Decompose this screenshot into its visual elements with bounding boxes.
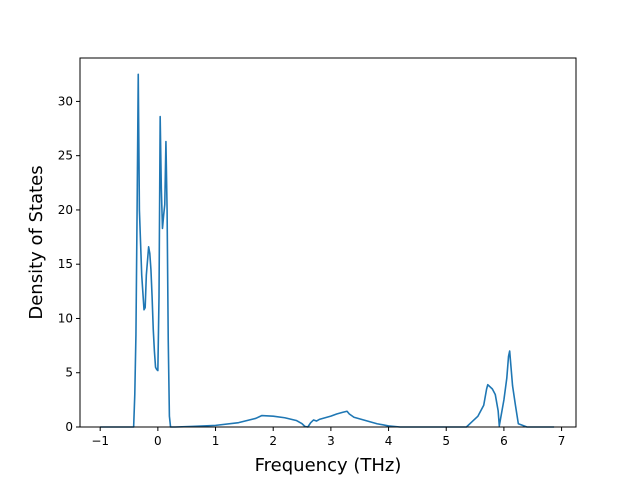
x-tick-label: 3	[327, 434, 335, 448]
plot-series-group	[100, 73, 555, 428]
y-tick-label: 5	[65, 366, 73, 380]
y-tick-label: 15	[58, 257, 73, 271]
x-tick-label: 7	[558, 434, 566, 448]
dos-series-line-0	[100, 73, 555, 428]
x-axis-ticks: −1 0 1 2 3 4 5 6 7	[91, 427, 565, 448]
x-tick-label: 0	[154, 434, 162, 448]
axes-frame	[79, 57, 577, 428]
y-tick-label: 20	[58, 203, 73, 217]
x-tick-label: 2	[269, 434, 277, 448]
x-tick-label: 1	[212, 434, 220, 448]
y-axis-label: Density of States	[26, 165, 47, 319]
x-tick-label: 4	[385, 434, 393, 448]
y-tick-label: 10	[58, 311, 73, 325]
y-tick-label: 30	[58, 94, 73, 108]
x-tick-label: 6	[500, 434, 508, 448]
x-tick-label: −1	[91, 434, 109, 448]
x-axis-label: Frequency (THz)	[255, 455, 402, 476]
x-tick-label: 5	[442, 434, 450, 448]
y-tick-label: 0	[65, 420, 73, 434]
y-tick-label: 25	[58, 149, 73, 163]
y-axis-ticks: 0 5 10 15 20 25 30	[58, 94, 80, 434]
